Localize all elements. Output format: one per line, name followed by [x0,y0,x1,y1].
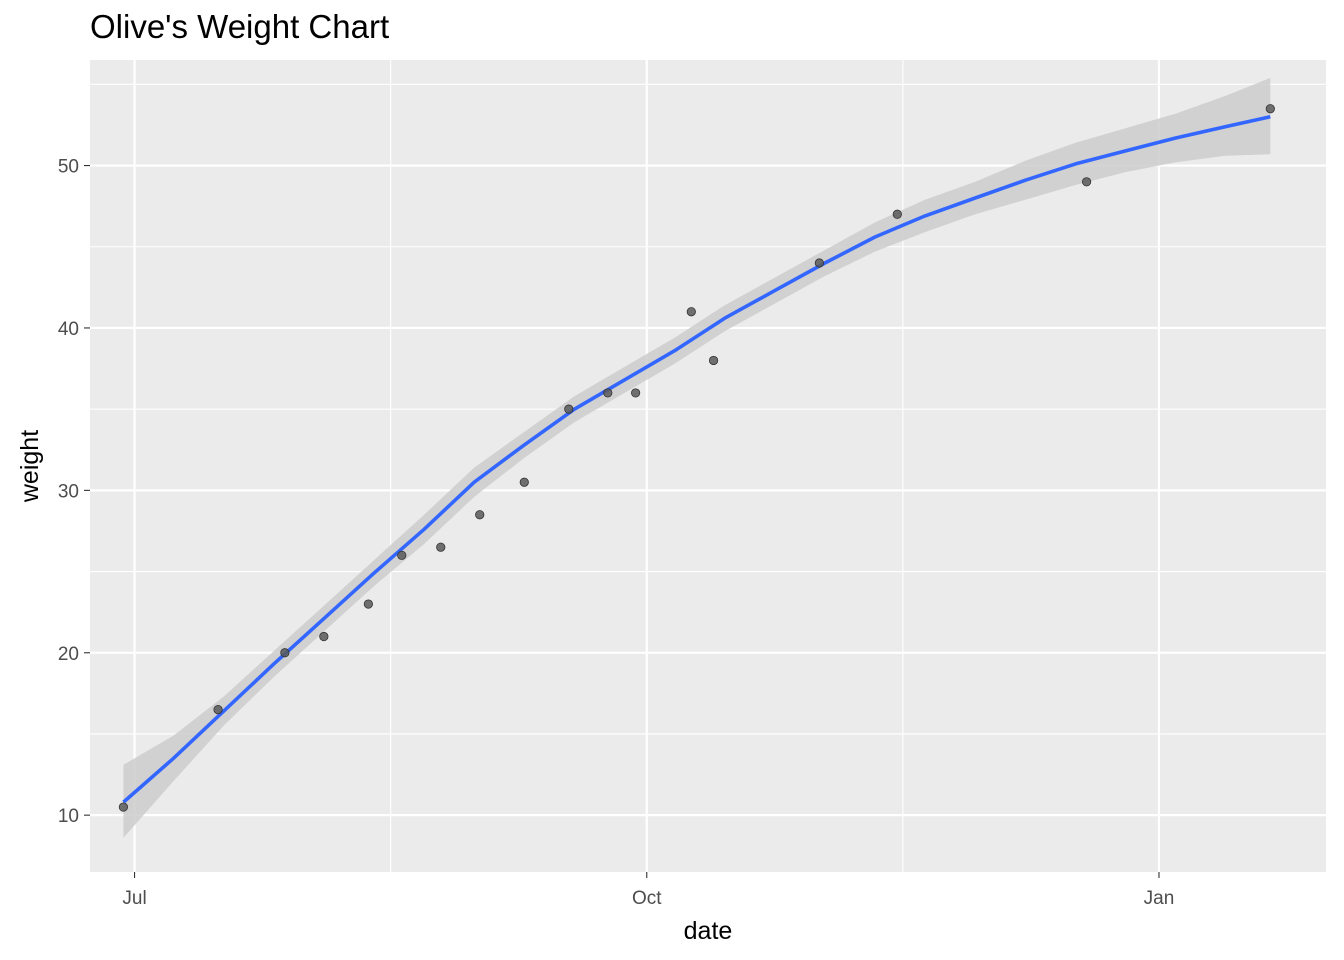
chart-title: Olive's Weight Chart [90,8,390,45]
y-tick-label: 40 [58,319,79,340]
data-point [892,209,902,219]
data-point [519,477,529,487]
x-tick-label: Jul [122,888,146,909]
data-point [1265,104,1275,114]
plot-panel [90,60,1326,872]
data-point [708,355,719,366]
x-axis: Jul Oct Jan [122,872,1174,909]
data-point [475,510,485,520]
x-tick-label: Oct [632,888,662,909]
data-point [564,404,574,414]
x-tick-label: Jan [1144,888,1175,909]
data-point [118,802,129,812]
confidence-ribbon [123,77,1271,838]
data-point [213,704,223,715]
data-point [397,550,407,560]
data-point [1081,177,1092,187]
data-point [631,388,641,398]
y-axis: 10 20 30 40 50 [58,157,90,827]
minor-gridlines [90,60,1326,872]
data-points [118,104,1275,812]
data-point [363,599,373,609]
data-point [280,648,290,658]
y-tick-label: 20 [58,644,79,665]
data-point [814,258,824,268]
y-tick-label: 10 [58,806,79,827]
y-tick-label: 50 [58,157,79,178]
smooth-trend-line [122,115,1271,804]
y-tick-label: 30 [58,481,79,502]
data-point [436,542,446,552]
data-point [319,631,329,642]
x-axis-title: date [684,917,733,945]
data-point [603,388,613,398]
data-point [686,307,696,317]
y-axis-title: weight [16,430,44,503]
